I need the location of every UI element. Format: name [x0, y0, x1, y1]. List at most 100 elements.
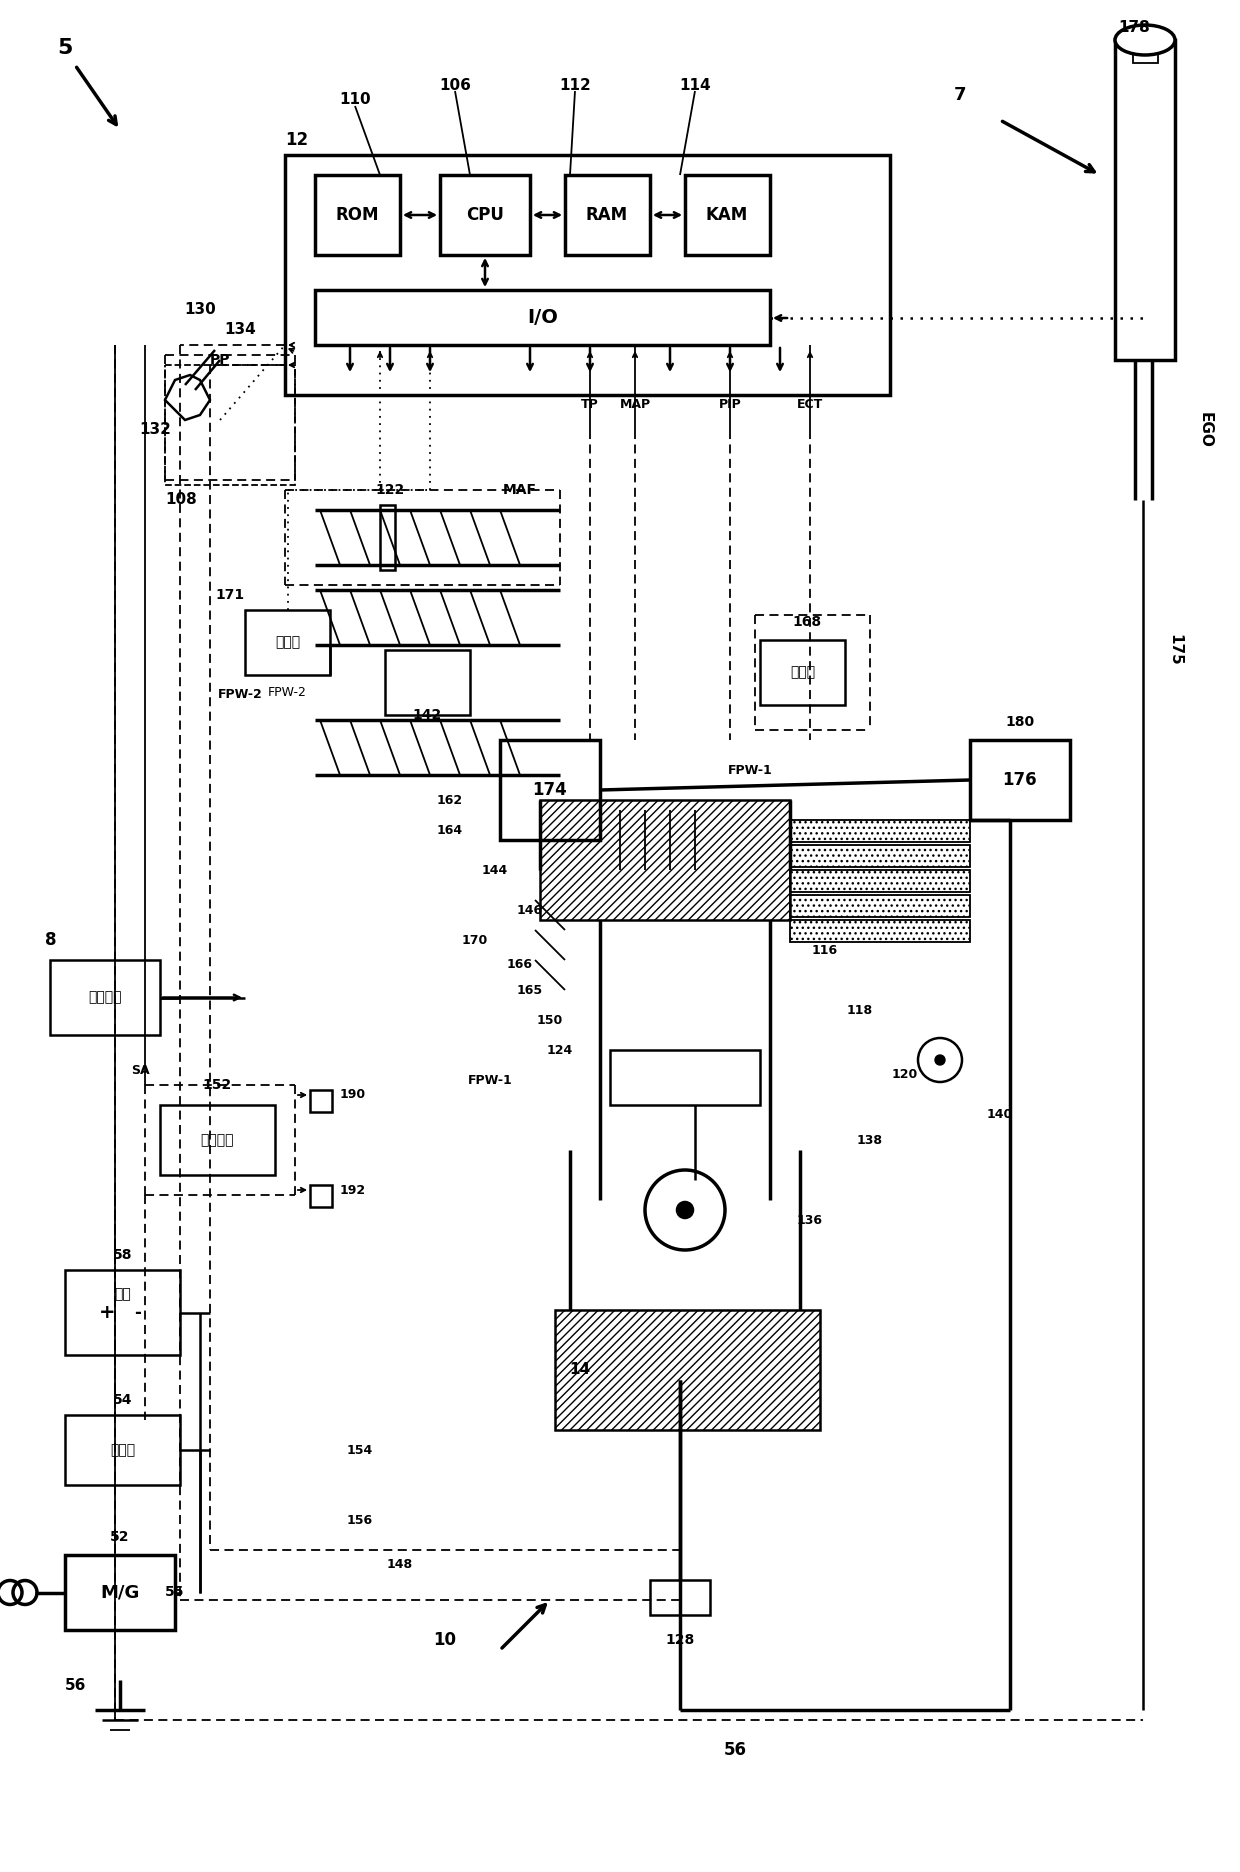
Text: 166: 166	[507, 958, 533, 972]
Text: 150: 150	[537, 1013, 563, 1026]
Text: 56: 56	[64, 1677, 86, 1692]
Text: MAP: MAP	[620, 399, 651, 412]
Bar	[790, 844, 970, 867]
Text: -: -	[134, 1303, 141, 1322]
Text: FPW-1: FPW-1	[728, 764, 773, 777]
Bar	[556, 1310, 820, 1430]
Text: 132: 132	[139, 423, 171, 438]
Text: TP: TP	[582, 399, 599, 412]
Circle shape	[935, 1056, 945, 1065]
Text: 106: 106	[439, 77, 471, 92]
Text: 130: 130	[184, 303, 216, 318]
Text: 点火系统: 点火系统	[201, 1133, 234, 1148]
Bar	[790, 895, 970, 917]
Bar	[790, 820, 970, 842]
Text: 154: 154	[347, 1443, 373, 1456]
Bar	[790, 895, 970, 917]
Text: 14: 14	[569, 1363, 590, 1378]
Text: 178: 178	[1118, 21, 1149, 36]
Bar	[310, 1090, 332, 1112]
Text: RAM: RAM	[587, 206, 629, 225]
Text: 108: 108	[165, 492, 197, 507]
Text: 116: 116	[812, 943, 838, 957]
Bar	[379, 505, 396, 569]
Text: 144: 144	[482, 863, 508, 876]
Text: 56: 56	[723, 1741, 746, 1760]
Polygon shape	[165, 374, 210, 419]
Text: +: +	[99, 1303, 115, 1322]
Text: PP: PP	[210, 354, 231, 367]
Text: I/O: I/O	[527, 309, 558, 328]
Text: 燃料系统: 燃料系统	[88, 990, 122, 1005]
Text: 168: 168	[792, 616, 822, 629]
Text: 175: 175	[1168, 635, 1183, 666]
Text: EGO: EGO	[1198, 412, 1213, 447]
Text: 7: 7	[954, 86, 966, 105]
Bar	[384, 650, 470, 715]
Bar	[539, 799, 790, 919]
Bar	[684, 174, 770, 255]
Text: 电池: 电池	[114, 1288, 131, 1301]
Bar	[790, 870, 970, 891]
Bar	[64, 1269, 180, 1355]
Bar	[610, 1050, 760, 1104]
Text: SA: SA	[130, 1063, 149, 1076]
Text: ECT: ECT	[797, 399, 823, 412]
Text: FPW-2: FPW-2	[268, 687, 308, 700]
Bar	[760, 640, 844, 706]
Bar	[246, 610, 330, 676]
Bar	[556, 1310, 820, 1430]
Text: M/G: M/G	[100, 1584, 140, 1602]
Bar	[64, 1556, 175, 1631]
Bar	[970, 739, 1070, 820]
Text: FPW-2: FPW-2	[218, 689, 263, 702]
Bar	[50, 960, 160, 1035]
Text: 138: 138	[857, 1134, 883, 1146]
Bar	[790, 870, 970, 891]
Bar	[160, 1104, 275, 1176]
Text: 148: 148	[387, 1559, 413, 1571]
Bar	[790, 844, 970, 867]
Text: PIP: PIP	[719, 399, 742, 412]
Bar	[64, 1415, 180, 1484]
Text: 10: 10	[434, 1631, 456, 1649]
Text: 165: 165	[517, 983, 543, 996]
Text: 128: 128	[666, 1632, 694, 1647]
Text: 驱动器: 驱动器	[275, 635, 300, 650]
Text: FPW-1: FPW-1	[467, 1073, 512, 1086]
Text: 180: 180	[1006, 715, 1034, 728]
Text: 134: 134	[224, 322, 255, 337]
Text: 190: 190	[340, 1088, 366, 1101]
Text: 114: 114	[680, 77, 711, 92]
Bar	[539, 799, 790, 919]
Bar	[1115, 39, 1176, 359]
Text: 176: 176	[1003, 771, 1038, 788]
Text: 58: 58	[113, 1249, 133, 1262]
Bar	[500, 739, 600, 841]
Bar	[165, 365, 295, 485]
Bar	[315, 290, 770, 344]
Text: 140: 140	[987, 1108, 1013, 1121]
Circle shape	[677, 1202, 693, 1219]
Text: 55: 55	[165, 1586, 185, 1599]
Text: 110: 110	[340, 92, 371, 107]
Bar	[790, 820, 970, 842]
Text: 164: 164	[436, 824, 463, 837]
Text: MAF: MAF	[503, 483, 537, 496]
Bar	[440, 174, 529, 255]
Text: 122: 122	[376, 483, 404, 496]
Text: 171: 171	[216, 588, 244, 603]
Text: 170: 170	[461, 934, 489, 947]
Text: 192: 192	[340, 1183, 366, 1196]
Bar	[650, 1580, 711, 1616]
Text: 12: 12	[285, 131, 308, 150]
Text: KAM: KAM	[706, 206, 748, 225]
Bar	[790, 919, 970, 942]
Bar	[565, 174, 650, 255]
Text: 142: 142	[413, 708, 441, 723]
Text: ROM: ROM	[336, 206, 379, 225]
Bar	[790, 919, 970, 942]
Bar	[310, 1185, 332, 1207]
Text: 118: 118	[847, 1003, 873, 1016]
Text: 112: 112	[559, 77, 591, 92]
